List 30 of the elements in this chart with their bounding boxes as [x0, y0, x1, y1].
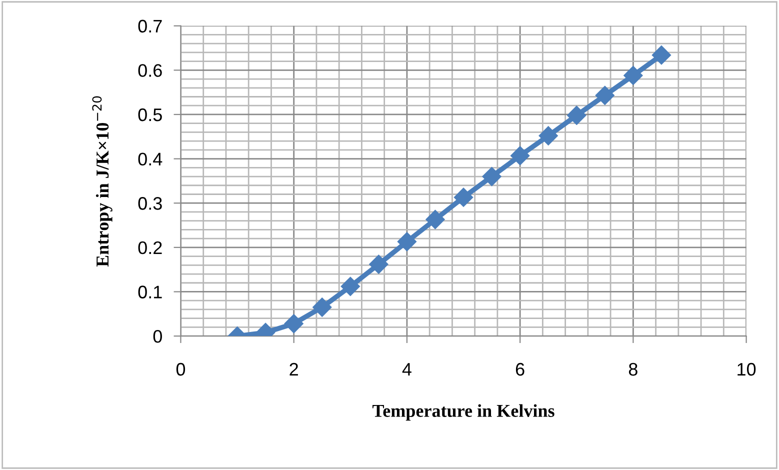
x-tick-label: 4 [402, 363, 412, 376]
point [340, 276, 360, 296]
y-tick-label: 0.4 [138, 152, 162, 166]
point [454, 188, 474, 207]
point [510, 146, 530, 166]
y-tick-label: 0.5 [138, 108, 162, 122]
point [538, 126, 558, 146]
point [624, 66, 643, 86]
x-tick-label: 0 [176, 362, 186, 376]
y-axis-title: Entropy in J/K×10$^{−20}$ [92, 96, 112, 267]
x-axis-title: Temperature in Kelvins [372, 404, 554, 421]
point [312, 298, 332, 317]
point [284, 314, 304, 334]
y-tick-label: 0.2 [138, 241, 162, 254]
y-tick-label: 0 [153, 330, 162, 343]
point [482, 166, 502, 186]
point [595, 86, 614, 105]
x-tick-label: 6 [516, 362, 524, 376]
y-tick-label: 0.1 [138, 286, 162, 298]
point [426, 210, 445, 230]
y-tick-label: 0.3 [138, 197, 162, 210]
y-tick-label: 0.6 [138, 64, 162, 77]
x-tick-label: 10 [738, 362, 756, 376]
x-tick-label: 8 [628, 362, 638, 376]
point [567, 106, 586, 125]
y-tick-label: 0.7 [138, 20, 162, 33]
point [397, 232, 416, 252]
x-tick-label: 2 [290, 362, 298, 376]
point [652, 46, 671, 65]
point [369, 254, 388, 274]
